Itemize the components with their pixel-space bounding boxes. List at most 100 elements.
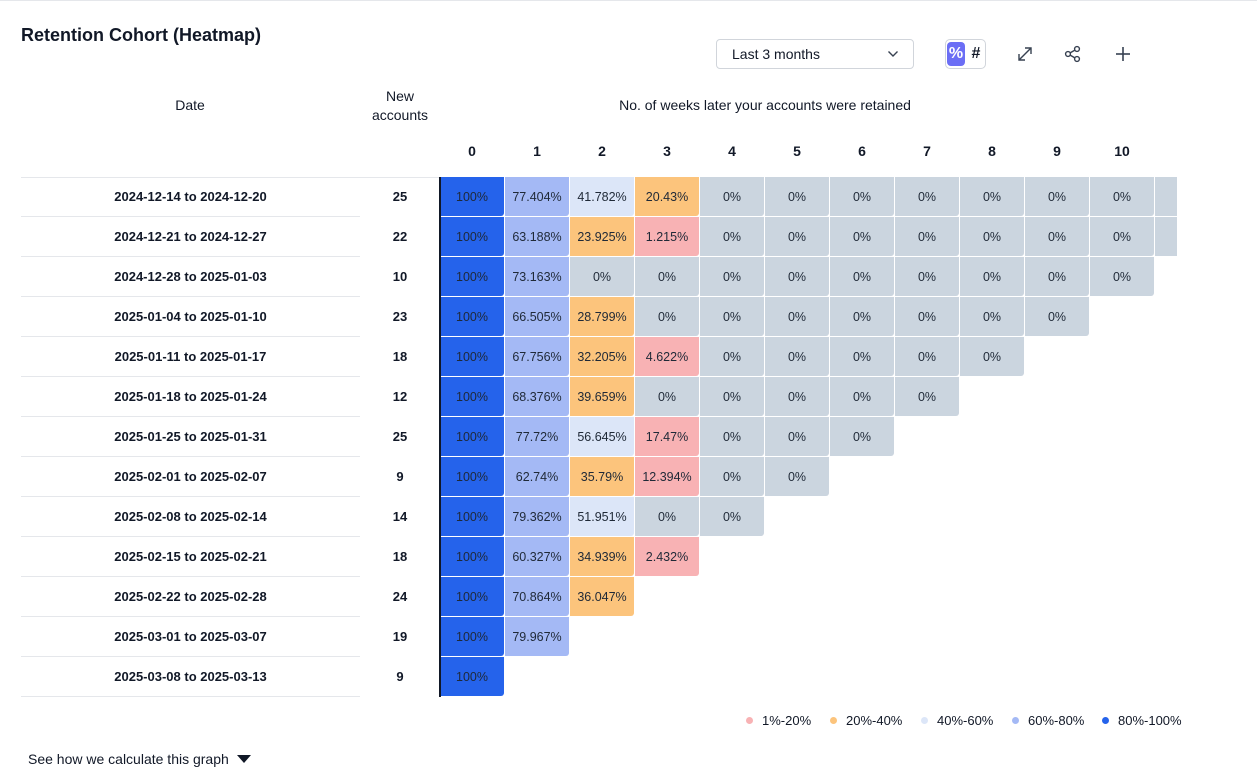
heatmap-cell[interactable]: 36.047% — [570, 577, 634, 616]
heatmap-cell[interactable]: 0% — [830, 177, 894, 216]
heatmap-cell[interactable]: 0% — [765, 417, 829, 456]
heatmap-cell[interactable]: 0% — [700, 257, 764, 296]
heatmap-cell[interactable]: 100% — [440, 657, 504, 696]
heatmap-cell[interactable]: 0% — [960, 297, 1024, 336]
heatmap-cell[interactable]: 0% — [830, 217, 894, 256]
heatmap-cell[interactable]: 0% — [635, 497, 699, 536]
heatmap-cell[interactable]: 60.327% — [505, 537, 569, 576]
heatmap-cell[interactable]: 0% — [830, 417, 894, 456]
heatmap-cell[interactable]: 0% — [700, 377, 764, 416]
cohort-date: 2024-12-21 to 2024-12-27 — [114, 229, 267, 244]
heatmap-cell[interactable]: 0% — [765, 297, 829, 336]
heatmap-cell[interactable]: 41.782% — [570, 177, 634, 216]
heatmap-cell[interactable]: 51.951% — [570, 497, 634, 536]
heatmap-cell[interactable]: 100% — [440, 537, 504, 576]
week-column-header: 3 — [663, 143, 671, 159]
heatmap-cell[interactable]: 0% — [635, 377, 699, 416]
heatmap-cell[interactable]: 0% — [895, 337, 959, 376]
heatmap-cell[interactable]: 0% — [960, 257, 1024, 296]
calculation-info-link[interactable]: See how we calculate this graph — [28, 751, 251, 767]
new-accounts-count: 25 — [392, 189, 408, 204]
heatmap-cell[interactable]: 0% — [830, 257, 894, 296]
heatmap-cell[interactable]: 0% — [635, 257, 699, 296]
heatmap-cell[interactable]: 0% — [570, 257, 634, 296]
heatmap-cell[interactable]: 0% — [830, 377, 894, 416]
heatmap-cell[interactable]: 0% — [700, 177, 764, 216]
heatmap-cell[interactable]: 77.404% — [505, 177, 569, 216]
heatmap-cell[interactable]: 0% — [895, 217, 959, 256]
heatmap-cell[interactable]: 100% — [440, 297, 504, 336]
heatmap-cell[interactable]: 100% — [440, 177, 504, 216]
count-toggle-button[interactable]: # — [971, 45, 981, 62]
heatmap-cell[interactable]: 35.79% — [570, 457, 634, 496]
percent-toggle-button[interactable]: % — [947, 42, 965, 66]
heatmap-cell[interactable]: 100% — [440, 497, 504, 536]
heatmap-cell[interactable]: 32.205% — [570, 337, 634, 376]
heatmap-cell[interactable]: 0% — [895, 377, 959, 416]
heatmap-cell[interactable]: 70.864% — [505, 577, 569, 616]
heatmap-cell[interactable]: 0% — [895, 297, 959, 336]
heatmap-cell[interactable]: 0% — [765, 177, 829, 216]
heatmap-cell[interactable]: 0% — [635, 297, 699, 336]
heatmap-cell[interactable]: 100% — [440, 617, 504, 656]
heatmap-cell[interactable]: 0% — [765, 337, 829, 376]
heatmap-cell[interactable]: 0% — [1090, 217, 1154, 256]
heatmap-cell[interactable]: 0% — [1025, 257, 1089, 296]
heatmap-cell[interactable]: 79.362% — [505, 497, 569, 536]
heatmap-cell[interactable]: 0% — [700, 417, 764, 456]
heatmap-cell[interactable]: 17.47% — [635, 417, 699, 456]
heatmap-cell[interactable]: 79.967% — [505, 617, 569, 656]
date-range-select[interactable]: Last 3 months — [716, 39, 914, 69]
share-icon[interactable] — [1062, 43, 1084, 65]
heatmap-cell[interactable]: 56.645% — [570, 417, 634, 456]
heatmap-cell[interactable]: 0% — [1025, 177, 1089, 216]
heatmap-cell[interactable]: 39.659% — [570, 377, 634, 416]
heatmap-cell[interactable]: 4.622% — [635, 337, 699, 376]
heatmap-cell[interactable]: 0% — [895, 257, 959, 296]
expand-icon[interactable] — [1014, 43, 1036, 65]
view-mode-toggle[interactable]: % # — [945, 39, 986, 69]
heatmap-cell[interactable]: 100% — [440, 337, 504, 376]
heatmap-cell[interactable]: 73.163% — [505, 257, 569, 296]
heatmap-cell[interactable]: 1.215% — [635, 217, 699, 256]
heatmap-cell[interactable]: 0% — [700, 337, 764, 376]
heatmap-cell[interactable]: 100% — [440, 417, 504, 456]
plus-icon[interactable] — [1112, 43, 1134, 65]
heatmap-cell[interactable]: 0% — [700, 297, 764, 336]
heatmap-cell[interactable]: 0% — [765, 257, 829, 296]
heatmap-cell[interactable]: 0% — [960, 177, 1024, 216]
heatmap-cell[interactable]: 0% — [700, 457, 764, 496]
heatmap-cell[interactable]: 100% — [440, 257, 504, 296]
heatmap-cell[interactable]: 63.188% — [505, 217, 569, 256]
heatmap-cell[interactable]: 20.43% — [635, 177, 699, 216]
heatmap-cell[interactable]: 0% — [1090, 257, 1154, 296]
heatmap-cell[interactable]: 23.925% — [570, 217, 634, 256]
heatmap-cell[interactable]: 12.394% — [635, 457, 699, 496]
heatmap-cell[interactable]: 100% — [440, 577, 504, 616]
heatmap-cell[interactable]: 66.505% — [505, 297, 569, 336]
heatmap-cell[interactable]: 0% — [765, 377, 829, 416]
heatmap-cell[interactable]: 0% — [1025, 217, 1089, 256]
heatmap-cell[interactable]: 62.74% — [505, 457, 569, 496]
heatmap-cell[interactable]: 0% — [1090, 177, 1154, 216]
heatmap-cell[interactable]: 2.432% — [635, 537, 699, 576]
heatmap-cell[interactable]: 100% — [440, 457, 504, 496]
heatmap-cell[interactable]: 67.756% — [505, 337, 569, 376]
heatmap-cell[interactable]: 28.799% — [570, 297, 634, 336]
heatmap-cell[interactable]: 0% — [765, 457, 829, 496]
heatmap-cell[interactable]: 0% — [960, 217, 1024, 256]
heatmap-cell[interactable]: 100% — [440, 217, 504, 256]
heatmap-cell[interactable]: 68.376% — [505, 377, 569, 416]
heatmap-cell[interactable]: 0% — [830, 337, 894, 376]
heatmap-cell[interactable]: 34.939% — [570, 537, 634, 576]
heatmap-cell[interactable]: 0% — [1025, 297, 1089, 336]
heatmap-cell[interactable]: 100% — [440, 377, 504, 416]
heatmap-cell[interactable]: 77.72% — [505, 417, 569, 456]
heatmap-cell[interactable]: 0% — [895, 177, 959, 216]
heatmap-cell[interactable]: 0% — [960, 337, 1024, 376]
heatmap-cell[interactable]: 0% — [765, 217, 829, 256]
heatmap-cell[interactable]: 0% — [700, 497, 764, 536]
heatmap-cell[interactable]: 0% — [700, 217, 764, 256]
week-column-header: 10 — [1114, 143, 1130, 159]
heatmap-cell[interactable]: 0% — [830, 297, 894, 336]
